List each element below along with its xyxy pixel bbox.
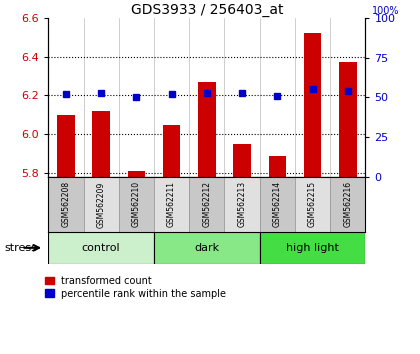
Bar [260,177,295,232]
Text: dark: dark [194,243,219,253]
Text: GSM562208: GSM562208 [61,181,71,228]
Bar [163,125,181,177]
Text: GSM562212: GSM562212 [202,182,211,227]
Bar [198,82,215,177]
Legend: transformed count, percentile rank within the sample: transformed count, percentile rank withi… [45,276,226,298]
Bar [224,177,260,232]
Title: GDS3933 / 256403_at: GDS3933 / 256403_at [131,3,283,17]
Bar [92,111,110,177]
Text: 100%: 100% [372,6,399,16]
Text: GSM562209: GSM562209 [97,181,106,228]
Text: high light: high light [286,243,339,253]
Bar [339,62,357,177]
Text: stress: stress [4,243,37,253]
Text: control: control [82,243,121,253]
Bar [154,232,260,264]
Text: GSM562214: GSM562214 [273,181,282,228]
Bar [154,177,189,232]
Bar [128,171,145,177]
Text: GSM562210: GSM562210 [132,181,141,228]
Bar [48,177,84,232]
Text: GSM562213: GSM562213 [238,181,247,228]
Bar [268,156,286,177]
Bar [119,177,154,232]
Text: GSM562211: GSM562211 [167,182,176,227]
Bar [84,177,119,232]
Bar [295,177,330,232]
Text: GSM562216: GSM562216 [343,181,352,228]
Bar [330,177,365,232]
Text: GSM562215: GSM562215 [308,181,317,228]
Bar [233,144,251,177]
Bar [260,232,365,264]
Bar [57,115,75,177]
Bar [189,177,224,232]
Bar [304,33,321,177]
Bar [48,232,154,264]
